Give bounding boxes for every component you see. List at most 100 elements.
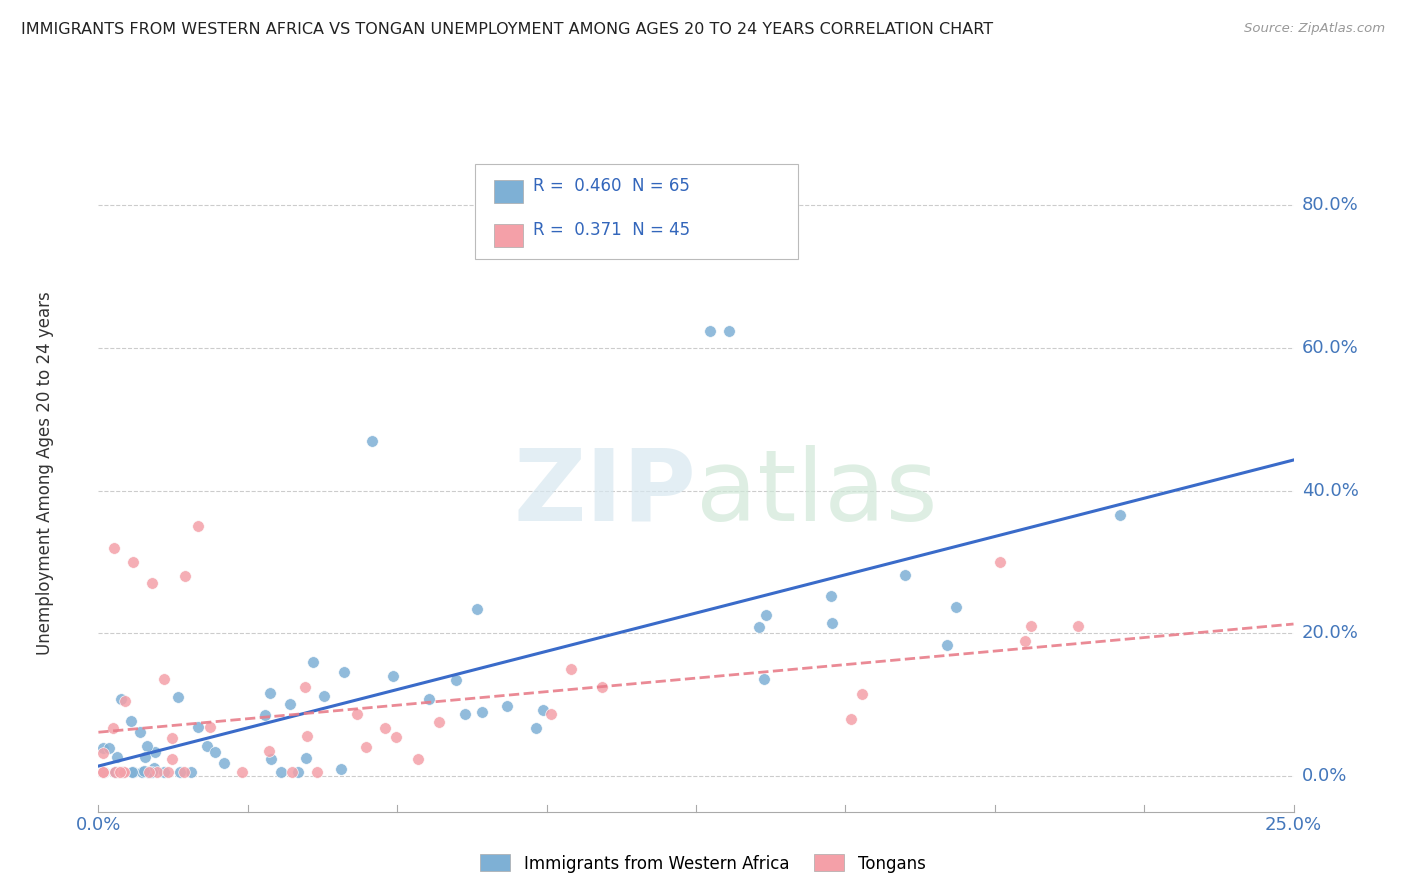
Point (114, 693, 136, 707)
Text: Unemployment Among Ages 20 to 24 years: Unemployment Among Ages 20 to 24 years (35, 291, 53, 655)
Point (104, 765, 127, 780)
Point (295, 729, 318, 743)
Point (111, 765, 134, 780)
Point (718, 324, 741, 338)
FancyBboxPatch shape (494, 225, 523, 246)
Point (91, 765, 114, 780)
Point (752, 672, 775, 686)
Point (105, 749, 128, 764)
Text: ZIP: ZIP (513, 444, 696, 541)
Point (146, 765, 169, 780)
Point (260, 752, 283, 766)
Point (330, 762, 353, 776)
Point (988, 555, 1011, 569)
Text: 40.0%: 40.0% (1302, 482, 1358, 500)
Point (755, 607, 778, 622)
Legend: Immigrants from Western Africa, Tongans: Immigrants from Western Africa, Tongans (474, 847, 932, 880)
Point (212, 756, 235, 770)
Point (135, 739, 157, 753)
Point (253, 707, 276, 722)
Point (93, 765, 115, 780)
Point (111, 765, 134, 780)
Point (302, 655, 325, 669)
Text: 60.0%: 60.0% (1302, 339, 1358, 357)
Text: 25.0%: 25.0% (1265, 815, 1322, 833)
Point (281, 765, 304, 780)
Point (444, 673, 467, 687)
Point (332, 665, 354, 679)
Point (136, 765, 159, 780)
Point (294, 751, 316, 765)
Point (91, 765, 114, 780)
Point (160, 731, 183, 745)
Point (198, 720, 221, 734)
Point (699, 324, 721, 338)
Point (820, 589, 842, 603)
Point (305, 765, 328, 780)
Text: atlas: atlas (696, 444, 938, 541)
Point (138, 765, 160, 780)
Point (173, 569, 195, 583)
Point (747, 620, 769, 634)
Point (385, 731, 408, 745)
Point (259, 686, 281, 700)
Point (270, 765, 292, 780)
Point (195, 739, 218, 753)
Point (945, 599, 967, 614)
Point (128, 725, 150, 739)
Point (540, 706, 562, 721)
Point (91, 765, 114, 780)
Point (231, 765, 253, 780)
Point (839, 712, 862, 726)
Point (91, 765, 114, 780)
Point (894, 567, 917, 582)
FancyBboxPatch shape (494, 180, 523, 202)
Point (103, 541, 125, 555)
Point (257, 744, 280, 758)
Point (381, 669, 404, 683)
Point (354, 739, 377, 754)
Point (142, 761, 165, 775)
Text: 0.0%: 0.0% (1302, 767, 1347, 785)
Point (121, 765, 143, 780)
Text: 80.0%: 80.0% (1302, 196, 1358, 214)
Point (104, 765, 127, 780)
Point (132, 764, 155, 778)
Point (204, 745, 226, 759)
Point (166, 690, 188, 704)
Point (471, 706, 494, 720)
Point (374, 721, 396, 735)
Point (821, 616, 844, 631)
Point (465, 602, 488, 616)
Point (1019, 619, 1042, 633)
Point (180, 765, 202, 780)
Point (361, 434, 384, 448)
Point (1067, 619, 1090, 633)
Point (1014, 633, 1036, 648)
Point (187, 720, 209, 734)
Point (169, 765, 191, 780)
Text: 20.0%: 20.0% (1302, 624, 1358, 642)
Point (1109, 508, 1132, 522)
Point (131, 765, 153, 780)
Point (107, 765, 129, 780)
Point (141, 576, 163, 591)
Text: Source: ZipAtlas.com: Source: ZipAtlas.com (1244, 22, 1385, 36)
Point (156, 765, 179, 780)
Text: R =  0.460  N = 65: R = 0.460 N = 65 (533, 177, 690, 194)
Point (280, 697, 302, 711)
Point (406, 752, 429, 766)
Point (187, 519, 209, 533)
Point (121, 765, 143, 780)
FancyBboxPatch shape (475, 164, 797, 260)
Point (101, 721, 124, 735)
Point (152, 673, 174, 687)
Point (346, 707, 368, 722)
Point (153, 765, 176, 780)
Point (145, 745, 167, 759)
Point (91, 741, 114, 756)
Point (93, 765, 115, 780)
Point (287, 765, 309, 780)
Point (312, 689, 335, 703)
Point (91, 746, 114, 760)
